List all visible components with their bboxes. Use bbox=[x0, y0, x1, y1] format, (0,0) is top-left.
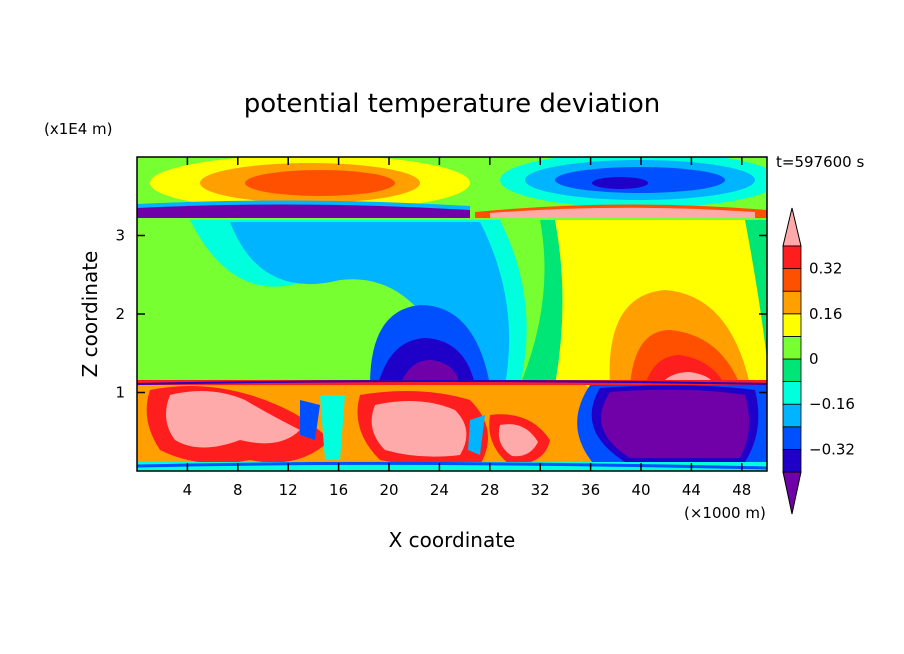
colorbar-extend-top bbox=[782, 207, 802, 247]
y-tick-label: 2 bbox=[115, 305, 125, 323]
colorbar-segment bbox=[782, 290, 802, 315]
contour-field bbox=[137, 157, 767, 471]
colorbar-label: 0 bbox=[809, 350, 819, 368]
colorbar-label: 0.32 bbox=[809, 260, 842, 278]
colorbar-segment bbox=[782, 426, 802, 450]
colorbar-extend-bottom bbox=[782, 471, 802, 515]
colorbar: 0.32 0.16 0 −0.16 −0.32 bbox=[782, 207, 855, 515]
colorbar-segment bbox=[782, 358, 802, 383]
colorbar-segment bbox=[782, 245, 802, 270]
x-tick-label: 12 bbox=[279, 481, 298, 499]
colorbar-segment bbox=[782, 448, 802, 473]
time-label: t=597600 s bbox=[776, 153, 864, 171]
y-tick-label: 1 bbox=[115, 384, 125, 402]
x-axis-label: X coordinate bbox=[389, 528, 516, 552]
x-tick-label: 40 bbox=[631, 481, 650, 499]
colorbar-label: −0.32 bbox=[809, 440, 855, 458]
x-tick-label: 8 bbox=[233, 481, 243, 499]
colorbar-label: 0.16 bbox=[809, 305, 842, 323]
x-tick-label: 16 bbox=[329, 481, 348, 499]
colorbar-segment bbox=[782, 403, 802, 428]
y-unit-label: (x1E4 m) bbox=[44, 120, 113, 138]
x-unit-label: (×1000 m) bbox=[684, 504, 766, 522]
colorbar-segment bbox=[782, 335, 802, 360]
x-tick-label: 4 bbox=[183, 481, 193, 499]
x-tick-label: 48 bbox=[732, 481, 751, 499]
chart-title: potential temperature deviation bbox=[244, 89, 660, 119]
colorbar-segment bbox=[782, 381, 802, 405]
x-tick-label: 28 bbox=[480, 481, 499, 499]
y-axis: 1 2 3 bbox=[115, 227, 767, 402]
colorbar-segment bbox=[782, 313, 802, 337]
colorbar-segment bbox=[782, 268, 802, 292]
x-tick-label: 36 bbox=[581, 481, 600, 499]
x-tick-label: 32 bbox=[531, 481, 550, 499]
x-axis: 4 8 12 16 20 24 28 32 36 40 44 48 bbox=[183, 157, 751, 499]
y-axis-label: Z coordinate bbox=[78, 251, 102, 378]
x-tick-label: 20 bbox=[379, 481, 398, 499]
x-tick-label: 24 bbox=[430, 481, 449, 499]
x-tick-label: 44 bbox=[682, 481, 701, 499]
colorbar-label: −0.16 bbox=[809, 395, 855, 413]
y-tick-label: 3 bbox=[115, 227, 125, 245]
